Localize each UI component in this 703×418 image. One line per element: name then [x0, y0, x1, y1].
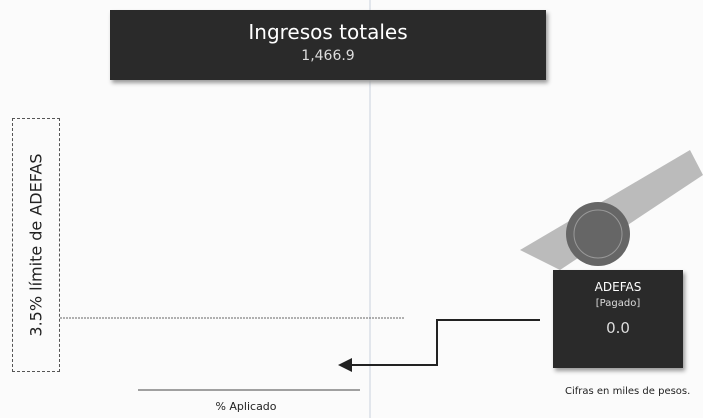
note: Cifras en miles de pesos.	[565, 386, 691, 397]
header-box: Ingresos totales 1,466.9	[110, 10, 546, 80]
coin-ring	[573, 209, 623, 259]
adefas-status: [Pagado]	[595, 298, 641, 309]
arrow-head	[338, 358, 352, 372]
footer-label: % Aplicado	[215, 400, 277, 413]
header-title: Ingresos totales	[248, 20, 408, 44]
limit-box: 3.5% límite de ADEFAS	[12, 118, 60, 372]
arrow	[350, 319, 540, 366]
adefas-box: ADEFAS [Pagado] 0.0	[553, 270, 683, 368]
header-value: 1,466.9	[301, 48, 355, 64]
limit-label: 3.5% límite de ADEFAS	[26, 153, 46, 337]
adefas-value: 0.0	[606, 319, 630, 337]
coin-icon	[566, 202, 630, 266]
adefas-title: ADEFAS	[594, 280, 642, 294]
